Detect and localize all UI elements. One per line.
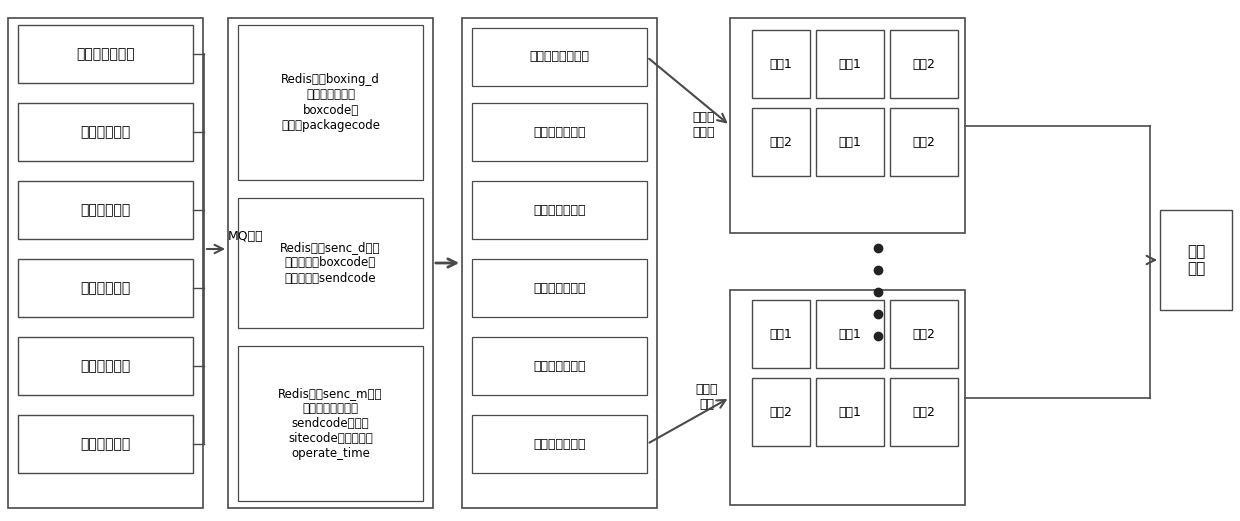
Text: 预分拣生产系统: 预分拣生产系统 — [76, 47, 135, 61]
Bar — [751, 30, 810, 98]
Bar — [751, 300, 810, 368]
Bar — [472, 103, 647, 161]
Bar — [238, 346, 423, 501]
Text: 分库2: 分库2 — [770, 405, 792, 418]
Text: 运输数据表加工: 运输数据表加工 — [533, 359, 585, 373]
Text: 财务数据表加工: 财务数据表加工 — [533, 438, 585, 451]
Text: 分拣生产系统: 分拣生产系统 — [81, 125, 130, 139]
Text: 分表1: 分表1 — [838, 328, 862, 341]
Text: MQ消息: MQ消息 — [228, 229, 264, 242]
Bar — [730, 18, 965, 233]
Text: 财务数
据表: 财务数 据表 — [696, 383, 718, 411]
Text: 终端生产系统: 终端生产系统 — [81, 281, 130, 295]
Text: Redis暂存senc_d表，
其包括箱号boxcode和
发货批次号sendcode: Redis暂存senc_d表， 其包括箱号boxcode和 发货批次号sendc… — [280, 242, 381, 284]
Text: 分表2: 分表2 — [913, 405, 935, 418]
Bar — [19, 337, 193, 395]
Bar — [238, 198, 423, 328]
Bar — [19, 181, 193, 239]
Bar — [19, 103, 193, 161]
Text: 外单生产系统: 外单生产系统 — [81, 203, 130, 217]
Text: 预分拣
数据表: 预分拣 数据表 — [693, 111, 715, 139]
Bar — [19, 259, 193, 317]
Bar — [751, 108, 810, 176]
Text: 分表2: 分表2 — [913, 135, 935, 148]
Text: Redis暂存senc_m表，
其包括发货批次号
sendcode、站号
sitecode和操作时间
operate_time: Redis暂存senc_m表， 其包括发货批次号 sendcode、站号 sit… — [278, 387, 383, 460]
Bar — [472, 181, 647, 239]
Bar — [472, 259, 647, 317]
Bar — [751, 378, 810, 446]
Bar — [816, 378, 884, 446]
Bar — [472, 28, 647, 86]
Bar — [463, 18, 657, 508]
Bar — [816, 300, 884, 368]
Text: 分表1: 分表1 — [838, 405, 862, 418]
Text: 分库1: 分库1 — [770, 328, 792, 341]
Text: 外单数据表加工: 外单数据表加工 — [533, 204, 585, 217]
Text: 分拣数据表加工: 分拣数据表加工 — [533, 126, 585, 139]
Text: 分表2: 分表2 — [913, 328, 935, 341]
Text: 财务生产系统: 财务生产系统 — [81, 437, 130, 451]
Bar — [816, 30, 884, 98]
Bar — [19, 25, 193, 83]
Text: 预分拣数据表加工: 预分拣数据表加工 — [529, 51, 589, 64]
Bar — [472, 415, 647, 473]
Text: 分表1: 分表1 — [838, 57, 862, 70]
Bar — [228, 18, 433, 508]
Bar — [472, 337, 647, 395]
Text: 终端数据表加工: 终端数据表加工 — [533, 281, 585, 294]
Bar — [816, 108, 884, 176]
Bar — [890, 108, 959, 176]
Bar — [890, 378, 959, 446]
Text: Redis暂存boxing_d
表，其包括箱号
boxcode和
包裹号packagecode: Redis暂存boxing_d 表，其包括箱号 boxcode和 包裹号pack… — [281, 73, 379, 131]
Text: 运输生产系统: 运输生产系统 — [81, 359, 130, 373]
Text: 分表1: 分表1 — [838, 135, 862, 148]
Bar — [890, 300, 959, 368]
Text: 查询
展示: 查询 展示 — [1187, 244, 1205, 276]
Bar — [1159, 210, 1233, 310]
Bar — [890, 30, 959, 98]
Bar — [7, 18, 203, 508]
Bar — [238, 25, 423, 180]
Text: 分表2: 分表2 — [913, 57, 935, 70]
Bar — [19, 415, 193, 473]
Bar — [730, 290, 965, 505]
Text: 分库1: 分库1 — [770, 57, 792, 70]
Text: 分库2: 分库2 — [770, 135, 792, 148]
